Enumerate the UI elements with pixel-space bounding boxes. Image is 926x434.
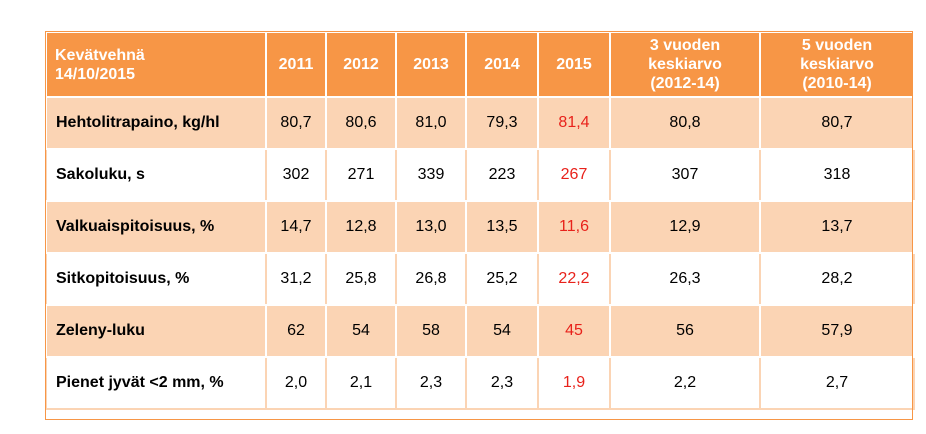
table-row: Sakoluku, s 302 271 339 223 267 307 318: [45, 148, 915, 202]
table-row: Valkuaispitoisuus, % 14,7 12,8 13,0 13,5…: [45, 200, 915, 254]
value-cell-2015: 11,6: [537, 200, 611, 254]
header-avg3-line3: (2012-14): [650, 75, 720, 92]
table-row: Hehtolitrapaino, kg/hl 80,7 80,6 81,0 79…: [45, 96, 915, 150]
value-cell-2015: 22,2: [537, 252, 611, 306]
avg3-cell: 56: [609, 304, 761, 358]
value-cell: 13,5: [465, 200, 539, 254]
row-label: Sakoluku, s: [45, 148, 267, 202]
header-avg5-line2: keskiarvo: [800, 56, 874, 73]
value-cell: 26,8: [395, 252, 467, 306]
header-year-2015: 2015: [537, 31, 611, 98]
value-cell: 2,1: [325, 356, 397, 410]
avg3-cell: 26,3: [609, 252, 761, 306]
header-avg3-line2: keskiarvo: [648, 56, 722, 73]
header-title-line1: Kevätvehnä: [55, 46, 145, 64]
value-cell: 339: [395, 148, 467, 202]
header-title-cell: Kevätvehnä 14/10/2015: [45, 31, 267, 98]
value-cell: 223: [465, 148, 539, 202]
value-cell: 54: [465, 304, 539, 358]
value-cell: 79,3: [465, 96, 539, 150]
value-cell: 2,0: [265, 356, 327, 410]
header-row: Kevätvehnä 14/10/2015 2011 2012 2013 201…: [45, 31, 915, 98]
quality-table-container: Kevätvehnä 14/10/2015 2011 2012 2013 201…: [45, 31, 915, 420]
value-cell: 54: [325, 304, 397, 358]
header-avg5-line3: (2010-14): [802, 75, 872, 92]
value-cell-2015: 45: [537, 304, 611, 358]
header-avg5-line1: 5 vuoden: [801, 37, 873, 54]
value-cell: 81,0: [395, 96, 467, 150]
value-cell-2015: 267: [537, 148, 611, 202]
header-avg5: 5 vuoden keskiarvo (2010-14): [759, 31, 915, 98]
value-cell: 62: [265, 304, 327, 358]
value-cell: 58: [395, 304, 467, 358]
value-cell: 14,7: [265, 200, 327, 254]
value-cell: 25,2: [465, 252, 539, 306]
avg3-cell: 2,2: [609, 356, 761, 410]
row-label: Hehtolitrapaino, kg/hl: [45, 96, 267, 150]
avg3-cell: 80,8: [609, 96, 761, 150]
header-avg3-line1: 3 vuoden: [649, 37, 721, 54]
header-avg3: 3 vuoden keskiarvo (2012-14): [609, 31, 761, 98]
value-cell: 13,0: [395, 200, 467, 254]
avg3-cell: 307: [609, 148, 761, 202]
avg3-cell: 12,9: [609, 200, 761, 254]
table-row: Zeleny-luku 62 54 58 54 45 56 57,9: [45, 304, 915, 358]
value-cell-2015: 81,4: [537, 96, 611, 150]
header-year-2014: 2014: [465, 31, 539, 98]
row-label: Pienet jyvät <2 mm, %: [45, 356, 267, 410]
row-label: Sitkopitoisuus, %: [45, 252, 267, 306]
avg5-cell: 80,7: [759, 96, 915, 150]
avg5-cell: 2,7: [759, 356, 915, 410]
header-title-line2: 14/10/2015: [55, 65, 136, 83]
avg5-cell: 13,7: [759, 200, 915, 254]
header-year-2012: 2012: [325, 31, 397, 98]
header-year-2011: 2011: [265, 31, 327, 98]
value-cell-2015: 1,9: [537, 356, 611, 410]
value-cell: 302: [265, 148, 327, 202]
avg5-cell: 57,9: [759, 304, 915, 358]
avg5-cell: 28,2: [759, 252, 915, 306]
avg5-cell: 318: [759, 148, 915, 202]
table-row: Pienet jyvät <2 mm, % 2,0 2,1 2,3 2,3 1,…: [45, 356, 915, 410]
value-cell: 25,8: [325, 252, 397, 306]
value-cell: 12,8: [325, 200, 397, 254]
row-label: Valkuaispitoisuus, %: [45, 200, 267, 254]
row-label: Zeleny-luku: [45, 304, 267, 358]
value-cell: 271: [325, 148, 397, 202]
value-cell: 80,7: [265, 96, 327, 150]
value-cell: 80,6: [325, 96, 397, 150]
header-year-2013: 2013: [395, 31, 467, 98]
value-cell: 2,3: [465, 356, 539, 410]
table-row: Sitkopitoisuus, % 31,2 25,8 26,8 25,2 22…: [45, 252, 915, 306]
quality-table: Kevätvehnä 14/10/2015 2011 2012 2013 201…: [45, 31, 915, 410]
value-cell: 31,2: [265, 252, 327, 306]
value-cell: 2,3: [395, 356, 467, 410]
